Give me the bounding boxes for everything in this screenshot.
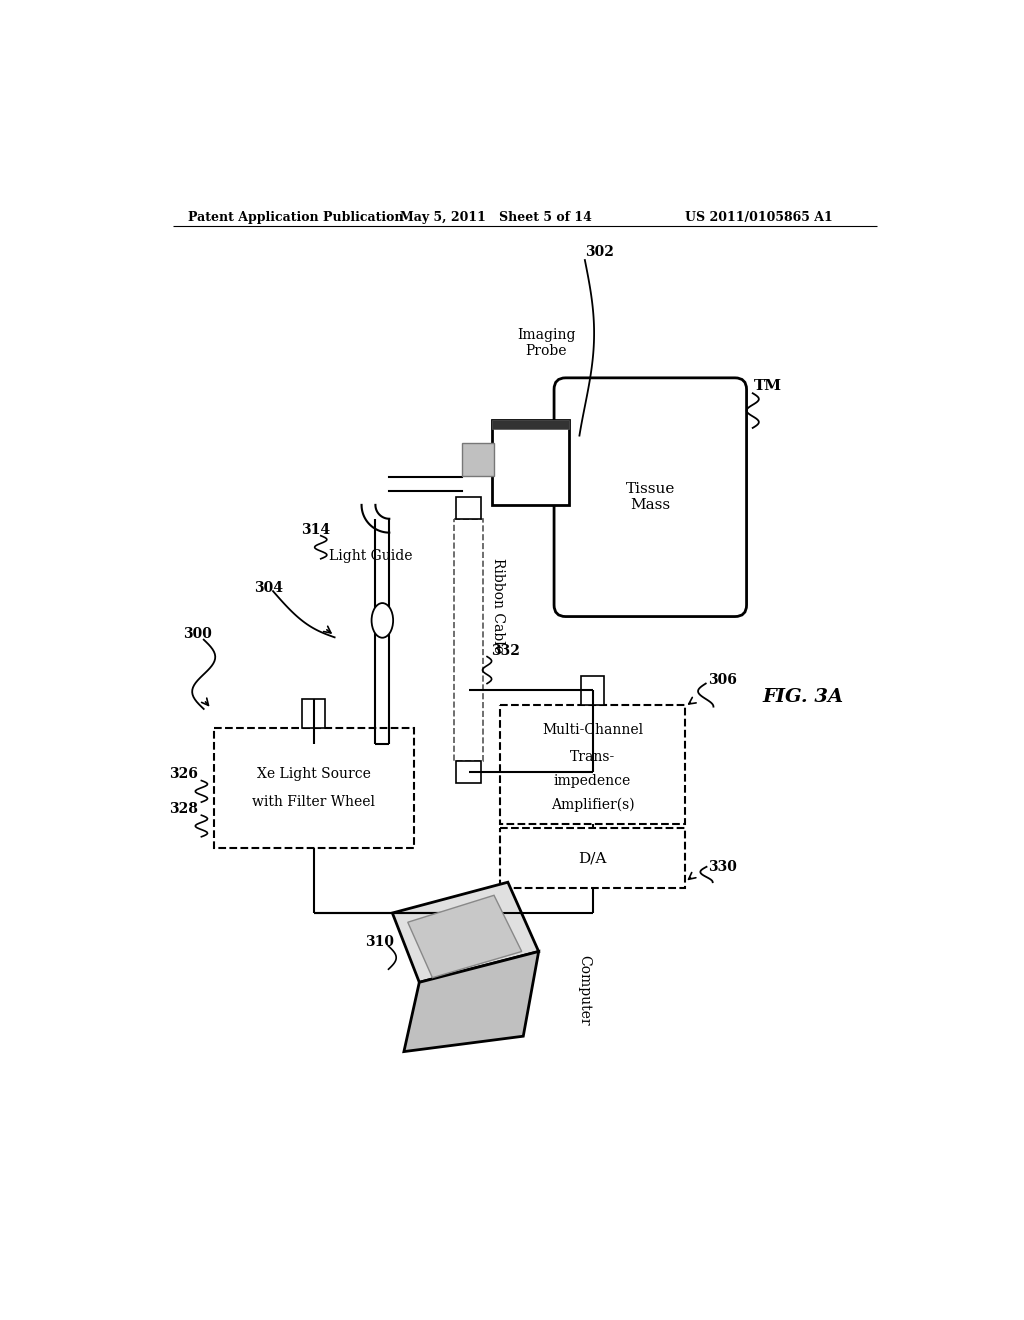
Text: 300: 300 (183, 627, 212, 642)
Text: D/A: D/A (579, 851, 607, 866)
Bar (462, 444, 494, 475)
Polygon shape (408, 895, 521, 978)
Text: 328: 328 (169, 803, 199, 816)
Text: impedence: impedence (554, 774, 631, 788)
Text: 310: 310 (366, 936, 394, 949)
Text: Computer: Computer (578, 954, 591, 1026)
Text: 330: 330 (708, 859, 737, 874)
Bar (500, 705, 685, 825)
Text: 332: 332 (490, 644, 520, 659)
Bar (581, 676, 604, 705)
Bar (214, 729, 414, 847)
Text: Tissue
Mass: Tissue Mass (626, 482, 675, 512)
Text: Light Guide: Light Guide (330, 549, 413, 562)
Text: Trans-: Trans- (570, 750, 615, 764)
Bar (302, 700, 326, 729)
Text: 306: 306 (708, 673, 737, 688)
Text: Ribbon Cable: Ribbon Cable (490, 557, 505, 652)
Bar (493, 420, 569, 429)
Text: Multi-Channel: Multi-Channel (542, 723, 643, 737)
Text: 302: 302 (585, 244, 613, 259)
Text: May 5, 2011   Sheet 5 of 14: May 5, 2011 Sheet 5 of 14 (400, 211, 592, 224)
Ellipse shape (372, 603, 393, 638)
Text: with Filter Wheel: with Filter Wheel (252, 795, 376, 809)
Bar (457, 762, 481, 783)
Text: 304: 304 (254, 581, 283, 595)
Bar (454, 519, 483, 762)
Text: Patent Application Publication: Patent Application Publication (188, 211, 403, 224)
Text: Imaging
Probe: Imaging Probe (517, 329, 575, 358)
Bar (500, 829, 685, 888)
Polygon shape (403, 952, 539, 1052)
FancyBboxPatch shape (554, 378, 746, 616)
Text: FIG. 3A: FIG. 3A (762, 689, 843, 706)
Text: US 2011/0105865 A1: US 2011/0105865 A1 (685, 211, 833, 224)
Text: Xe Light Source: Xe Light Source (257, 767, 371, 781)
Text: 326: 326 (169, 767, 199, 781)
Text: TM: TM (755, 379, 782, 392)
Text: Amplifier(s): Amplifier(s) (551, 799, 635, 812)
Polygon shape (392, 882, 539, 982)
Bar (457, 498, 481, 519)
Text: 314: 314 (301, 523, 331, 537)
Bar (493, 420, 569, 506)
